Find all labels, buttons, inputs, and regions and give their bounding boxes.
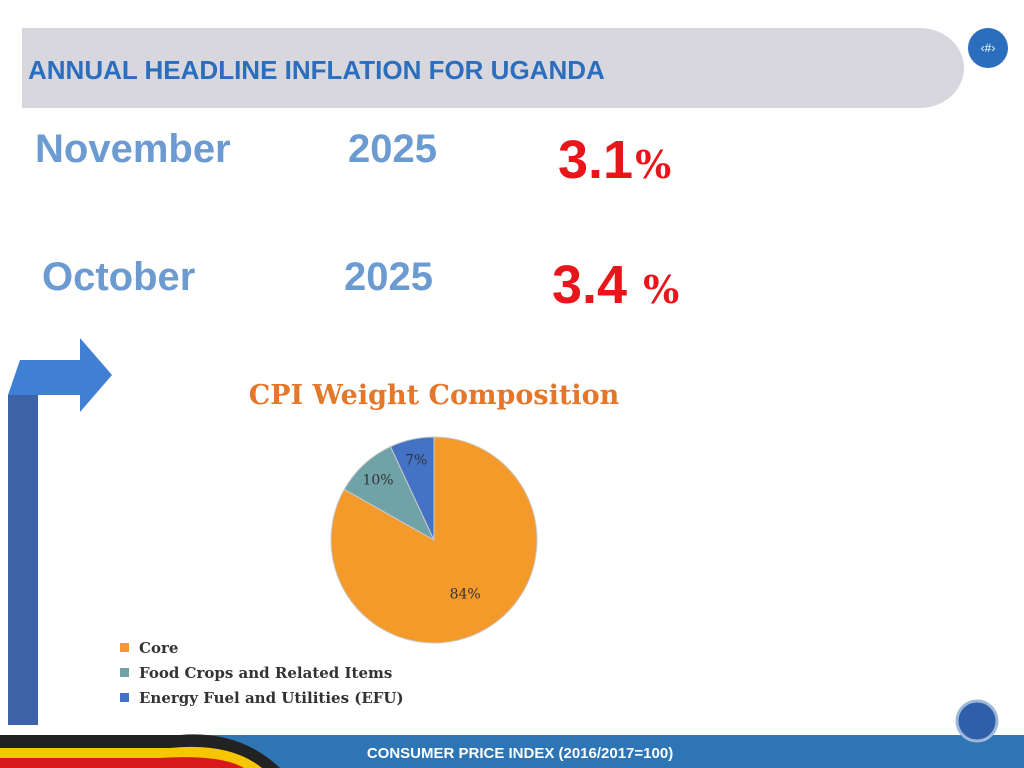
arrow-stem bbox=[8, 395, 38, 725]
chart-title: CPI Weight Composition bbox=[249, 380, 620, 411]
slide-number-badge bbox=[968, 28, 1008, 68]
data-label: 7% bbox=[405, 453, 427, 469]
data-label: 10% bbox=[362, 473, 393, 489]
legend-swatch bbox=[120, 668, 129, 677]
legend-label: Energy Fuel and Utilities (EFU) bbox=[139, 689, 404, 707]
rate-value: 3.4 bbox=[552, 255, 627, 315]
rate-unit: % bbox=[635, 142, 671, 187]
month: October bbox=[42, 255, 195, 299]
rate: 3.4% bbox=[552, 255, 679, 315]
legend-swatch bbox=[120, 643, 129, 652]
flag-red bbox=[0, 757, 244, 768]
slide-number: ‹#› bbox=[981, 41, 996, 55]
slide-title: ANNUAL HEADLINE INFLATION FOR UGANDA bbox=[28, 55, 605, 85]
month: November bbox=[35, 127, 231, 171]
rate-unit: % bbox=[643, 267, 679, 312]
title-bar bbox=[22, 28, 964, 108]
pie-slice bbox=[389, 436, 435, 541]
footer-text: CONSUMER PRICE INDEX (2016/2017=100) bbox=[367, 745, 673, 762]
legend-label: Core bbox=[139, 639, 178, 657]
logo bbox=[955, 699, 999, 743]
arrow-head bbox=[8, 338, 112, 412]
pie-chart: 84% Core 10% Food Crops and Related Items 7%… bbox=[120, 436, 538, 707]
data-label: 84% bbox=[450, 586, 481, 602]
year: 2025 bbox=[348, 127, 437, 171]
legend-label: Food Crops and Related Items bbox=[139, 664, 392, 682]
rate-value: 3.1 bbox=[558, 130, 633, 190]
year: 2025 bbox=[344, 255, 433, 299]
legend-swatch bbox=[120, 693, 129, 702]
rate: 3.1% bbox=[558, 130, 671, 190]
